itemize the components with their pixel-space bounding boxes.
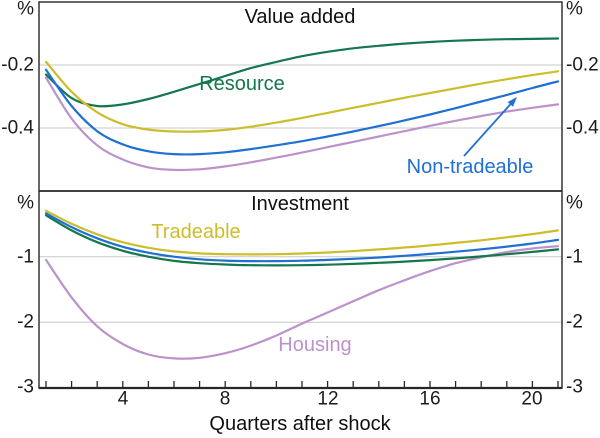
inv-ytick-right-3: -3 [566, 376, 583, 398]
x-tick-label-12: 12 [317, 388, 339, 410]
non-tradeable-arrow-line [463, 103, 511, 157]
panel-title-investment: Investment [251, 193, 349, 215]
line-tradeable-panel2 [44, 209, 560, 256]
inv-ytick-right-1: -1 [566, 246, 583, 268]
series-label-resource: Resource [199, 73, 285, 95]
series-label-housing: Housing [278, 334, 352, 356]
line-resource-panel1 [44, 37, 560, 108]
line-tradeable-panel1 [44, 60, 560, 133]
va-ytick-left-02: -0.2 [1, 54, 34, 76]
line-non-tradeable-panel2 [44, 212, 560, 263]
inv-ytick-left-1: -1 [17, 246, 34, 268]
line-resource-panel2 [44, 214, 560, 267]
va-ytick-left-04: -0.4 [1, 117, 34, 139]
x-tick-label-20: 20 [521, 388, 543, 410]
percent-unit-bottom-left: % [17, 192, 34, 214]
inv-ytick-left-2: -2 [17, 311, 34, 333]
percent-unit-top-left: % [17, 0, 34, 20]
percent-unit-bottom-right: % [566, 192, 583, 214]
series-label-non-tradeable: Non-tradeable [406, 156, 534, 178]
series-label-tradeable: Tradeable [151, 221, 241, 243]
va-ytick-right-04: -0.4 [566, 117, 599, 139]
x-tick-label-16: 16 [419, 388, 441, 410]
line-housing-panel1 [44, 76, 560, 172]
percent-unit-top-right: % [566, 0, 583, 20]
line-housing-panel2 [44, 245, 560, 360]
va-ytick-right-02: -0.2 [566, 54, 599, 76]
x-tick-label-4: 4 [117, 388, 129, 410]
inv-ytick-left-3: -3 [17, 376, 34, 398]
panel-title-value-added: Value added [244, 6, 356, 28]
non-tradeable-arrow-head [507, 97, 517, 107]
x-axis-title: Quarters after shock [209, 413, 391, 435]
inv-ytick-right-2: -2 [566, 311, 583, 333]
x-tick-label-8: 8 [219, 388, 231, 410]
line-non-tradeable-panel1 [44, 68, 560, 156]
